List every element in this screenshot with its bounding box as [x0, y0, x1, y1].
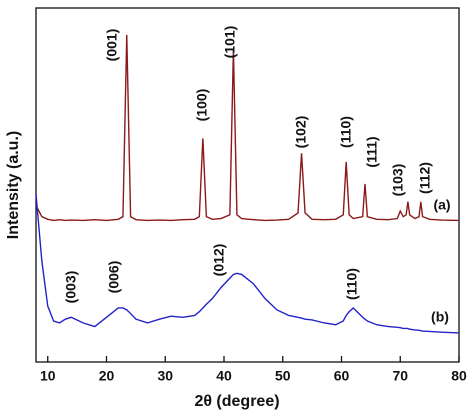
x-tick-label: 50	[275, 368, 291, 384]
x-tick-label: 70	[392, 368, 408, 384]
series-label: (b)	[431, 309, 449, 325]
series-label: (a)	[433, 197, 450, 213]
peak-label: (001)	[104, 29, 120, 62]
peak-label: (100)	[194, 89, 210, 122]
data-line	[35, 194, 460, 334]
peak-label: (103)	[390, 164, 406, 197]
x-axis-title: 2θ (degree)	[194, 393, 279, 410]
peak-label: (111)	[364, 136, 380, 167]
data-line	[35, 34, 460, 222]
y-axis-title: Intensity (a.u.)	[5, 131, 22, 239]
peak-label: (006)	[106, 261, 122, 294]
x-tick-label: 20	[99, 368, 115, 384]
x-tick-label: 10	[40, 368, 56, 384]
x-tick-label: 40	[216, 368, 232, 384]
peak-label: (102)	[293, 116, 309, 149]
plot-frame	[35, 7, 460, 363]
x-tick-label: 60	[334, 368, 350, 384]
x-tick-label: 80	[451, 368, 467, 384]
peak-label: (012)	[211, 244, 227, 277]
peak-label: (112)	[417, 162, 433, 194]
peak-label: (101)	[222, 26, 238, 59]
peak-label: (110)	[344, 268, 360, 300]
peak-label: (110)	[338, 116, 354, 148]
x-tick-label: 30	[157, 368, 173, 384]
peak-label: (003)	[63, 271, 79, 304]
